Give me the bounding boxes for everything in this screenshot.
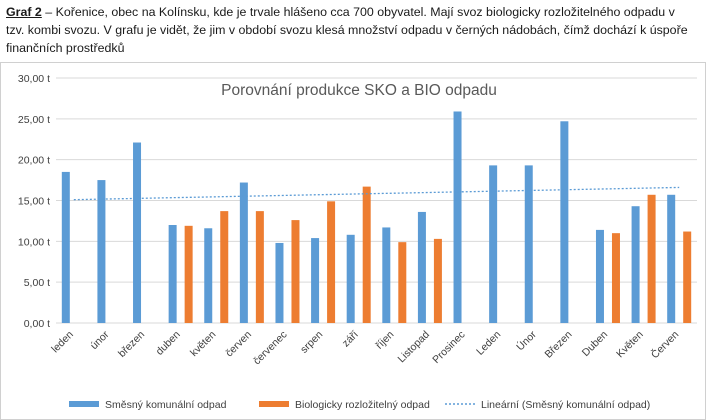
bar-bio xyxy=(327,201,336,323)
bar-smesny xyxy=(61,171,70,323)
x-tick-label: únor xyxy=(88,328,112,352)
caption-label: Graf 2 xyxy=(6,5,42,19)
x-tick-label: Prosinec xyxy=(430,329,467,366)
bar-smesny xyxy=(631,206,640,323)
bar-smesny xyxy=(453,111,462,323)
legend-label-trendline: Lineární (Směsný komunální odpad) xyxy=(481,399,650,411)
bar-smesny xyxy=(346,234,355,323)
trendline xyxy=(73,186,680,201)
bar-smesny xyxy=(417,211,426,323)
bar-smesny xyxy=(524,165,533,323)
legend-label-smesny: Směsný komunální odpad xyxy=(105,399,227,411)
x-tick-label: květen xyxy=(188,329,218,359)
bar-smesny xyxy=(133,142,142,323)
bar-bio xyxy=(433,238,442,323)
bar-bio xyxy=(611,233,620,323)
x-tick-label: Listopad xyxy=(395,329,432,366)
bar-smesny xyxy=(275,242,284,323)
bar-smesny xyxy=(168,225,177,323)
x-tick-label: duben xyxy=(154,329,183,358)
x-tick-label: Únor xyxy=(514,328,540,354)
bar-smesny xyxy=(382,227,391,323)
bar-smesny xyxy=(239,182,248,323)
legend-swatch-smesny xyxy=(69,401,99,407)
bar-chart: 0,00 t 5,00 t 10,00 t 15,00 t 20,00 t 25,00 t… xyxy=(18,73,697,411)
bar-bio xyxy=(362,186,371,323)
chart-title: Porovnání produkce SKO a BIO odpadu xyxy=(221,82,497,99)
bar-bio xyxy=(184,225,193,323)
x-tick-label: březen xyxy=(116,329,147,360)
y-tick-label: 15,00 t xyxy=(18,196,50,208)
bar-smesny xyxy=(489,165,498,323)
x-tick-label: září xyxy=(340,329,361,350)
bar-smesny xyxy=(667,194,676,323)
bar-bio xyxy=(291,220,300,323)
x-tick-label: červen xyxy=(223,329,254,360)
x-tick-label: červenec xyxy=(251,329,290,368)
x-tick-label: Březen xyxy=(542,329,574,361)
x-tick-label: Duben xyxy=(580,329,610,359)
y-tick-label: 10,00 t xyxy=(18,236,50,248)
legend-swatch-bio xyxy=(259,401,289,407)
bar-smesny xyxy=(595,229,604,323)
bar-bio xyxy=(647,194,656,323)
figure-caption: Graf 2 – Kořenice, obec na Kolínsku, kde… xyxy=(6,3,696,57)
bar-bio xyxy=(683,231,692,323)
y-tick-label: 30,00 t xyxy=(18,73,50,85)
bar-smesny xyxy=(97,180,106,323)
y-tick-label: 25,00 t xyxy=(18,114,50,126)
bar-bio xyxy=(255,211,264,323)
chart-area: 0,00 t 5,00 t 10,00 t 15,00 t 20,00 t 25,00 t… xyxy=(0,62,706,420)
bar-bio xyxy=(398,242,407,323)
x-tick-label: leden xyxy=(49,329,76,356)
legend-label-bio: Biologicky rozložitelný odpad xyxy=(295,399,430,411)
x-tick-label: Červen xyxy=(648,328,681,361)
x-tick-label: Leden xyxy=(474,329,503,358)
x-tick-label: Květen xyxy=(614,329,646,361)
caption-text: – Kořenice, obec na Kolínsku, kde je trv… xyxy=(6,5,688,55)
y-tick-label: 20,00 t xyxy=(18,155,50,167)
bar-bio xyxy=(220,211,229,323)
y-tick-label: 5,00 t xyxy=(24,277,50,289)
bar-smesny xyxy=(204,228,213,323)
bar-smesny xyxy=(560,121,569,324)
x-tick-label: srpen xyxy=(298,329,325,356)
y-tick-label: 0,00 t xyxy=(24,318,50,330)
bar-smesny xyxy=(311,238,320,323)
x-tick-label: říjen xyxy=(373,329,396,352)
